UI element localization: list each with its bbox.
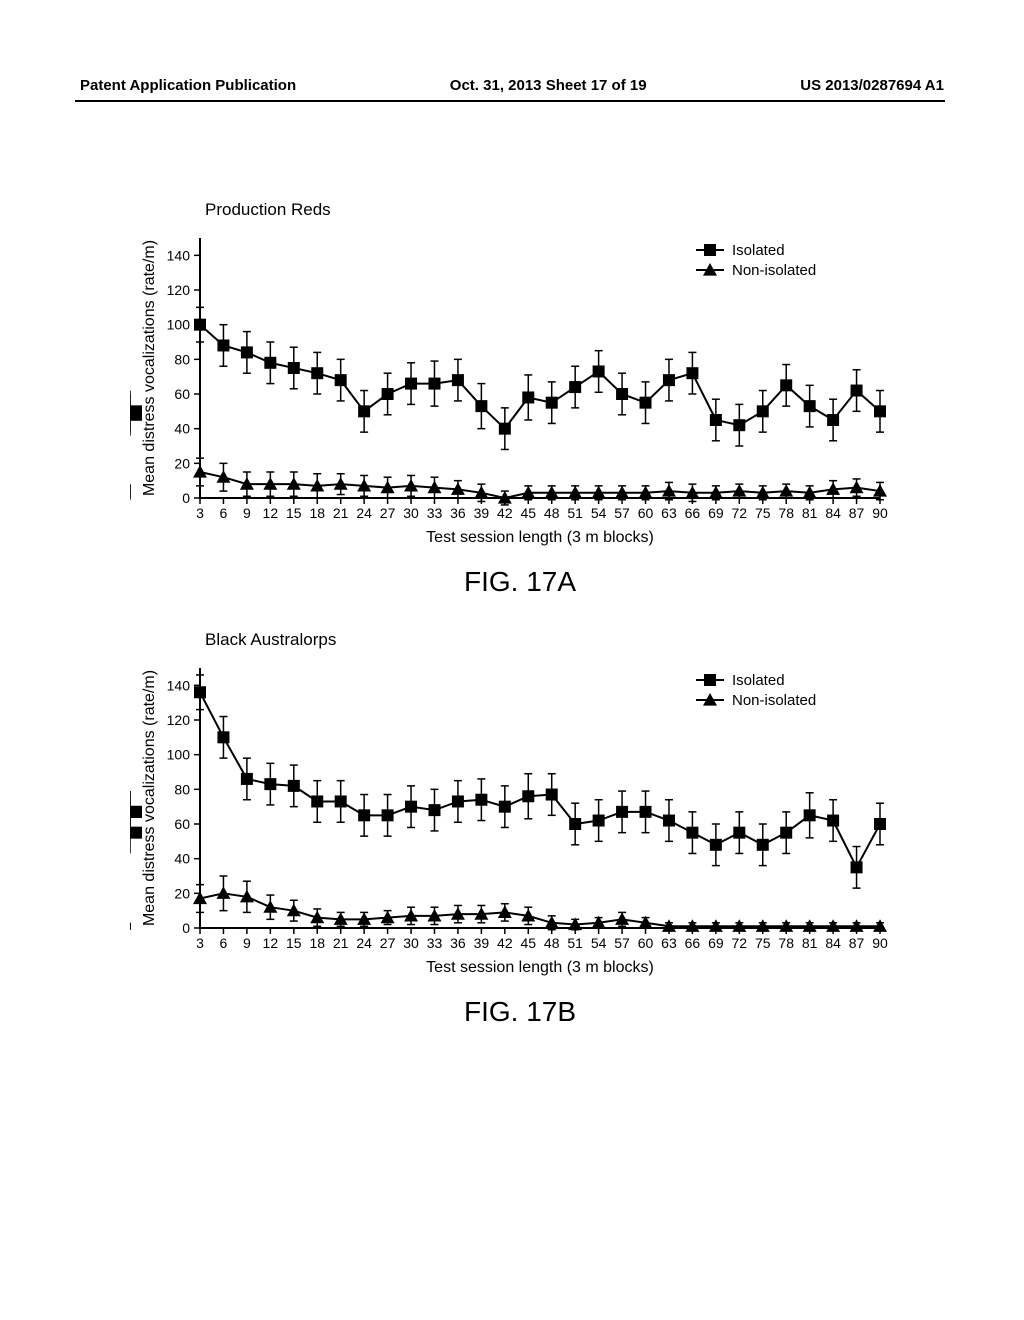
chart-b-svg: 0204060801001201403691215182124273033363… — [130, 658, 910, 988]
svg-text:80: 80 — [174, 351, 190, 367]
svg-text:60: 60 — [174, 386, 190, 402]
svg-text:24: 24 — [356, 505, 372, 521]
svg-text:18: 18 — [309, 935, 325, 951]
svg-text:140: 140 — [167, 247, 191, 263]
svg-text:63: 63 — [661, 505, 677, 521]
svg-text:42: 42 — [497, 935, 513, 951]
svg-text:66: 66 — [685, 505, 701, 521]
svg-text:Mean distress vocalizations (r: Mean distress vocalizations (rate/m) — [141, 240, 158, 496]
svg-text:51: 51 — [567, 935, 583, 951]
svg-text:40: 40 — [174, 851, 190, 867]
chart-b-block: Black Australorps 0204060801001201403691… — [130, 630, 910, 1028]
chart-a-svg: 0204060801001201403691215182124273033363… — [130, 228, 910, 558]
svg-text:69: 69 — [708, 505, 724, 521]
svg-text:48: 48 — [544, 505, 560, 521]
chart-a-figlabel: FIG. 17A — [130, 566, 910, 598]
svg-text:24: 24 — [356, 935, 372, 951]
svg-text:81: 81 — [802, 935, 818, 951]
svg-text:21: 21 — [333, 935, 349, 951]
svg-text:Isolated: Isolated — [732, 672, 785, 689]
svg-text:Test session length (3 m block: Test session length (3 m blocks) — [426, 959, 654, 976]
svg-text:78: 78 — [778, 505, 794, 521]
svg-text:3: 3 — [196, 505, 204, 521]
svg-text:100: 100 — [167, 317, 191, 333]
svg-text:72: 72 — [732, 935, 748, 951]
svg-text:54: 54 — [591, 935, 607, 951]
svg-text:Isolated: Isolated — [732, 242, 785, 259]
svg-text:3: 3 — [196, 935, 204, 951]
svg-text:90: 90 — [872, 505, 888, 521]
svg-text:Non-isolated: Non-isolated — [732, 692, 816, 709]
svg-text:84: 84 — [825, 935, 841, 951]
svg-text:45: 45 — [520, 935, 536, 951]
svg-text:120: 120 — [167, 712, 191, 728]
svg-text:36: 36 — [450, 935, 466, 951]
chart-a-block: Production Reds 020406080100120140369121… — [130, 200, 910, 598]
svg-text:60: 60 — [638, 505, 654, 521]
svg-text:72: 72 — [732, 505, 748, 521]
svg-text:9: 9 — [243, 935, 251, 951]
svg-text:57: 57 — [614, 935, 630, 951]
svg-text:75: 75 — [755, 935, 771, 951]
chart-b-title: Black Australorps — [205, 630, 910, 650]
svg-text:87: 87 — [849, 935, 865, 951]
svg-text:36: 36 — [450, 505, 466, 521]
svg-text:51: 51 — [567, 505, 583, 521]
svg-text:20: 20 — [174, 455, 190, 471]
header-rule — [75, 100, 945, 102]
svg-text:39: 39 — [474, 505, 490, 521]
svg-text:0: 0 — [182, 490, 190, 506]
chart-a-title: Production Reds — [205, 200, 910, 220]
svg-text:90: 90 — [872, 935, 888, 951]
svg-text:12: 12 — [263, 505, 279, 521]
svg-text:100: 100 — [167, 747, 191, 763]
svg-text:42: 42 — [497, 505, 513, 521]
svg-text:33: 33 — [427, 935, 443, 951]
svg-text:30: 30 — [403, 505, 419, 521]
svg-text:63: 63 — [661, 935, 677, 951]
svg-text:48: 48 — [544, 935, 560, 951]
svg-text:21: 21 — [333, 505, 349, 521]
svg-text:45: 45 — [520, 505, 536, 521]
svg-text:39: 39 — [474, 935, 490, 951]
svg-text:57: 57 — [614, 505, 630, 521]
svg-text:15: 15 — [286, 505, 302, 521]
svg-text:Mean distress vocalizations (r: Mean distress vocalizations (rate/m) — [141, 670, 158, 926]
svg-text:27: 27 — [380, 935, 396, 951]
header-center: Oct. 31, 2013 Sheet 17 of 19 — [450, 77, 647, 94]
svg-text:Test session length (3 m block: Test session length (3 m blocks) — [426, 529, 654, 546]
svg-text:12: 12 — [263, 935, 279, 951]
svg-text:40: 40 — [174, 421, 190, 437]
chart-b-figlabel: FIG. 17B — [130, 996, 910, 1028]
svg-text:27: 27 — [380, 505, 396, 521]
svg-text:6: 6 — [220, 935, 228, 951]
svg-text:84: 84 — [825, 505, 841, 521]
svg-text:30: 30 — [403, 935, 419, 951]
svg-text:60: 60 — [174, 816, 190, 832]
page-header: Patent Application Publication Oct. 31, … — [0, 77, 1024, 94]
svg-text:69: 69 — [708, 935, 724, 951]
svg-text:78: 78 — [778, 935, 794, 951]
svg-text:18: 18 — [309, 505, 325, 521]
svg-text:0: 0 — [182, 920, 190, 936]
svg-text:60: 60 — [638, 935, 654, 951]
svg-text:9: 9 — [243, 505, 251, 521]
svg-text:Non-isolated: Non-isolated — [732, 262, 816, 279]
svg-text:75: 75 — [755, 505, 771, 521]
svg-text:81: 81 — [802, 505, 818, 521]
svg-text:87: 87 — [849, 505, 865, 521]
svg-text:33: 33 — [427, 505, 443, 521]
svg-text:20: 20 — [174, 885, 190, 901]
svg-text:80: 80 — [174, 781, 190, 797]
svg-text:120: 120 — [167, 282, 191, 298]
header-right: US 2013/0287694 A1 — [800, 77, 944, 94]
svg-text:140: 140 — [167, 677, 191, 693]
svg-text:15: 15 — [286, 935, 302, 951]
svg-text:54: 54 — [591, 505, 607, 521]
svg-text:6: 6 — [220, 505, 228, 521]
header-left: Patent Application Publication — [80, 77, 296, 94]
svg-text:66: 66 — [685, 935, 701, 951]
